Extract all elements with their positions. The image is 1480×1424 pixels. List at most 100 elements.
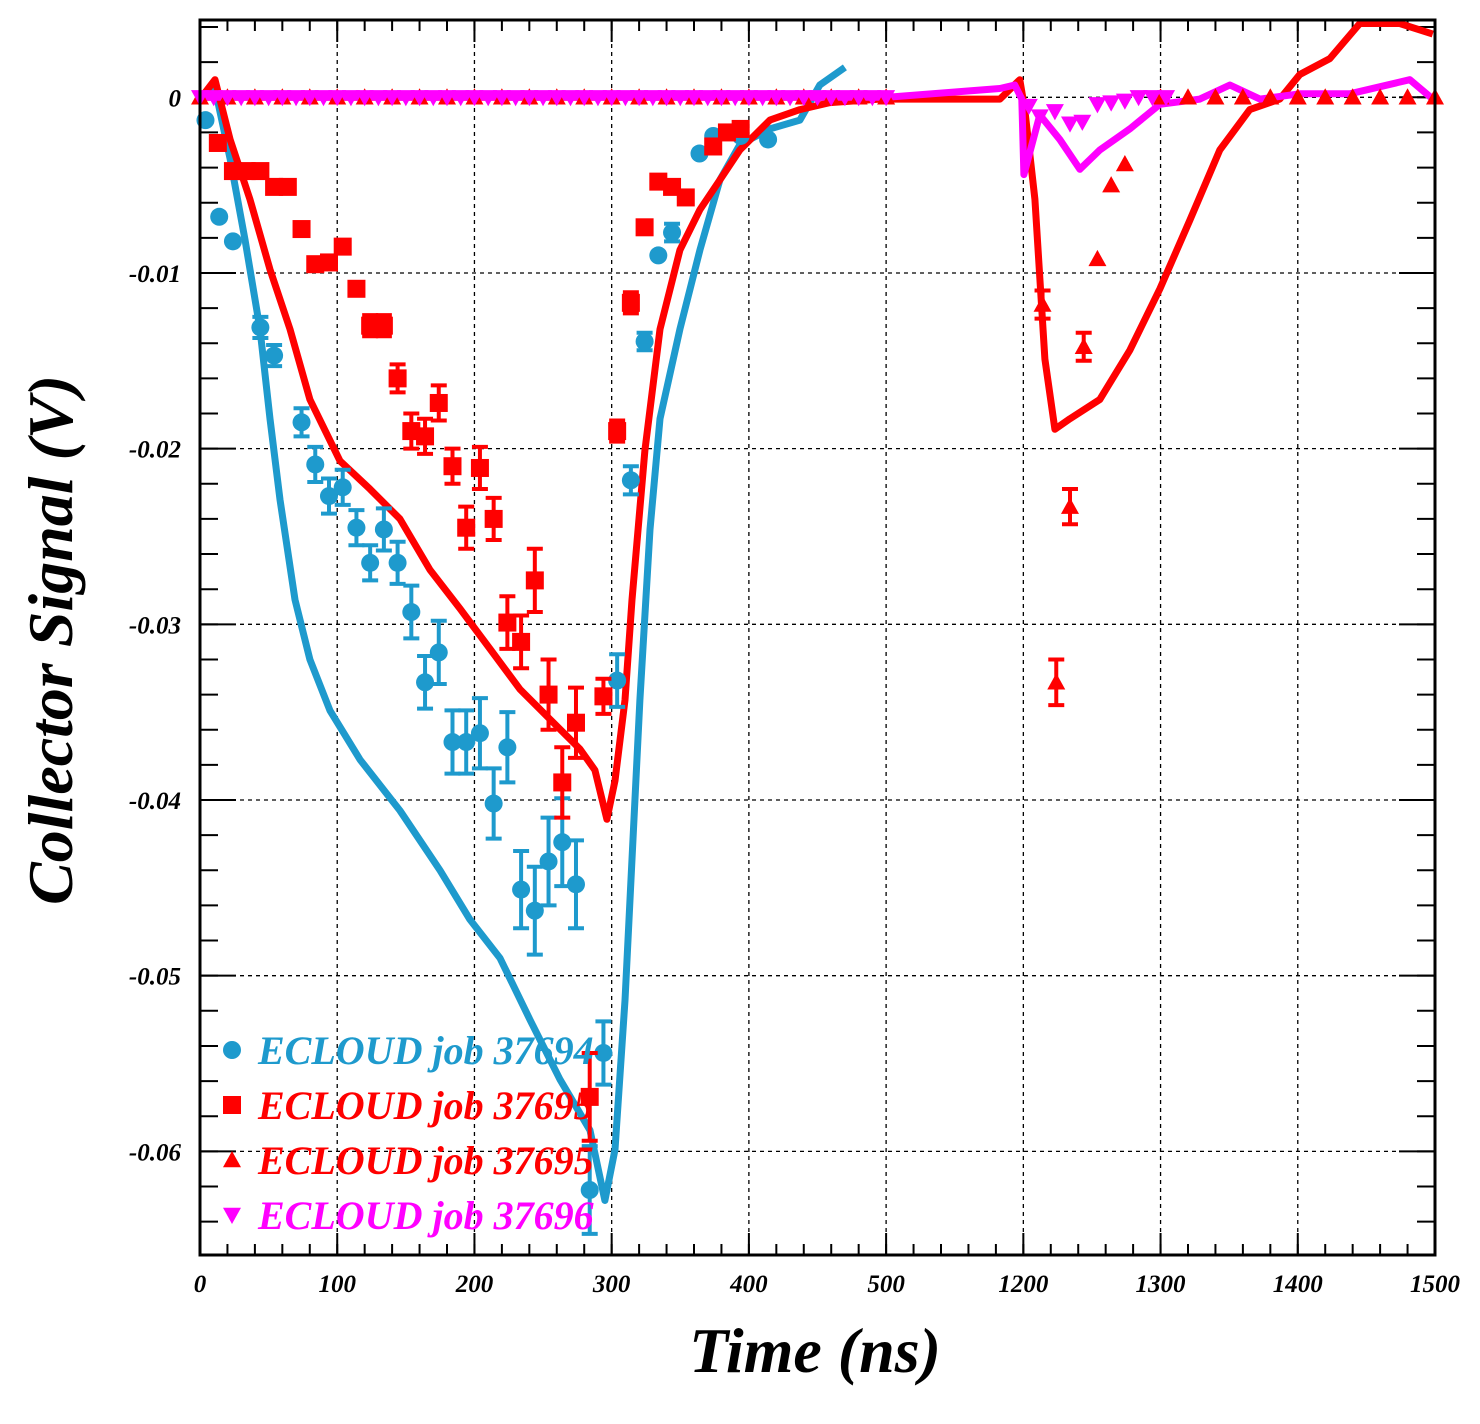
- x-axis-title: Time (ns): [689, 1315, 941, 1386]
- data-point-triangle-down: [849, 90, 868, 107]
- data-point-square: [553, 773, 572, 792]
- data-point-circle: [347, 518, 366, 537]
- data-point-triangle-down: [218, 90, 237, 107]
- data-point-triangle-down: [547, 90, 566, 107]
- data-point-square: [319, 253, 338, 272]
- series-curve-4: [885, 76, 1436, 179]
- data-point-triangle-down: [561, 90, 580, 107]
- data-point-triangle-down: [396, 90, 415, 107]
- x-tick-label: 300: [592, 1271, 631, 1298]
- data-point-circle: [621, 471, 640, 490]
- data-point-circle: [635, 332, 654, 351]
- data-point-triangle-up: [1088, 249, 1107, 267]
- data-point-triangle-down: [534, 90, 553, 107]
- data-point-circle: [470, 724, 489, 743]
- data-point-square: [361, 316, 380, 335]
- data-point-triangle-up: [1115, 155, 1134, 172]
- data-point-circle: [429, 643, 448, 662]
- data-point-triangle-down: [287, 90, 306, 107]
- data-point-circle: [690, 144, 709, 163]
- data-point-triangle-down: [438, 90, 456, 107]
- data-point-triangle-down: [520, 90, 539, 107]
- data-point-circle: [649, 246, 668, 265]
- x-tick-label: 200: [455, 1271, 494, 1298]
- data-point-triangle-down: [877, 90, 896, 107]
- y-tick-labels: 0 -0.01 -0.02 -0.03 -0.04 -0.05 -0.06: [129, 85, 182, 1166]
- data-point-square: [208, 133, 227, 152]
- y-tick-label: -0.02: [129, 437, 181, 464]
- data-point-square: [223, 162, 242, 181]
- data-point-triangle-down: [794, 90, 813, 107]
- data-point-triangle-down: [273, 90, 292, 107]
- data-point-square: [608, 422, 627, 441]
- data-point-square: [731, 119, 750, 138]
- data-point-circle: [539, 852, 558, 871]
- data-point-triangle-up: [1047, 673, 1066, 690]
- data-point-square: [388, 369, 407, 388]
- data-point-square: [416, 427, 435, 446]
- data-point-square: [306, 255, 325, 274]
- data-point-triangle-up: [1102, 176, 1121, 193]
- data-point-triangle-down: [657, 90, 676, 107]
- data-point-square: [251, 162, 270, 181]
- data-point-triangle-down: [369, 90, 388, 107]
- data-point-circle: [265, 346, 284, 365]
- data-point-triangle-down: [479, 90, 498, 107]
- y-tick-label: -0.06: [129, 1139, 182, 1166]
- data-point-square: [663, 177, 682, 196]
- data-point-circle: [553, 833, 572, 852]
- data-point-circle: [498, 738, 517, 757]
- series-curve-2: [197, 76, 881, 823]
- series-curve-3: [886, 20, 1434, 433]
- y-tick-label: -0.04: [129, 788, 181, 815]
- data-point-triangle-down: [726, 90, 745, 107]
- data-point-triangle-down: [685, 90, 703, 107]
- legend-label: ECLOUD job 37694: [257, 1028, 594, 1073]
- data-point-square: [525, 571, 544, 590]
- data-point-triangle-down: [355, 90, 374, 107]
- data-point-triangle-down: [1045, 104, 1064, 121]
- data-point-square: [635, 218, 654, 237]
- data-point-triangle-down: [314, 90, 333, 107]
- x-tick-label: 1500: [1410, 1271, 1461, 1298]
- data-point-triangle-down: [602, 90, 621, 107]
- data-point-circle: [443, 733, 462, 752]
- data-point-circle: [759, 130, 778, 149]
- data-point-triangle-down: [698, 90, 717, 107]
- data-point-triangle-down: [424, 90, 443, 107]
- data-point-circle: [306, 455, 325, 474]
- data-point-triangle-down: [451, 90, 470, 107]
- data-point-triangle-down: [341, 90, 360, 107]
- x-tick-label: 500: [867, 1271, 905, 1298]
- legend-label: ECLOUD job 37695: [257, 1138, 594, 1183]
- data-point-circle: [416, 673, 435, 692]
- data-point-triangle-down: [245, 90, 264, 107]
- legend-marker-circle: [223, 1041, 241, 1059]
- x-tick-label: 1400: [1273, 1271, 1324, 1298]
- data-point-triangle-down: [300, 90, 319, 107]
- data-point-square: [265, 177, 284, 196]
- data-point-triangle-down: [492, 90, 511, 107]
- data-point-circle: [457, 733, 476, 752]
- data-point-circle: [484, 794, 503, 813]
- data-point-triangle-down: [712, 90, 731, 107]
- data-point-triangle-up: [1206, 88, 1225, 105]
- x-tick-label: 0: [194, 1271, 207, 1298]
- data-point-square: [347, 279, 366, 298]
- data-point-triangle-down: [1030, 109, 1049, 126]
- data-point-triangle-down: [506, 90, 525, 107]
- data-point-triangle-up: [1398, 88, 1417, 105]
- data-point-circle: [608, 671, 627, 690]
- data-point-triangle-up: [1033, 295, 1052, 312]
- legend-label: ECLOUD job 37695: [257, 1083, 594, 1128]
- data-point-triangle-down: [822, 90, 841, 107]
- data-point-triangle-down: [739, 90, 758, 107]
- data-point-triangle-down: [465, 90, 484, 107]
- data-point-triangle-down: [232, 90, 251, 107]
- data-point-square: [621, 293, 640, 312]
- data-point-square: [717, 123, 736, 142]
- data-point-triangle-down: [1115, 93, 1134, 110]
- data-point-triangle-down: [1143, 90, 1162, 107]
- data-point-triangle-down: [588, 90, 607, 107]
